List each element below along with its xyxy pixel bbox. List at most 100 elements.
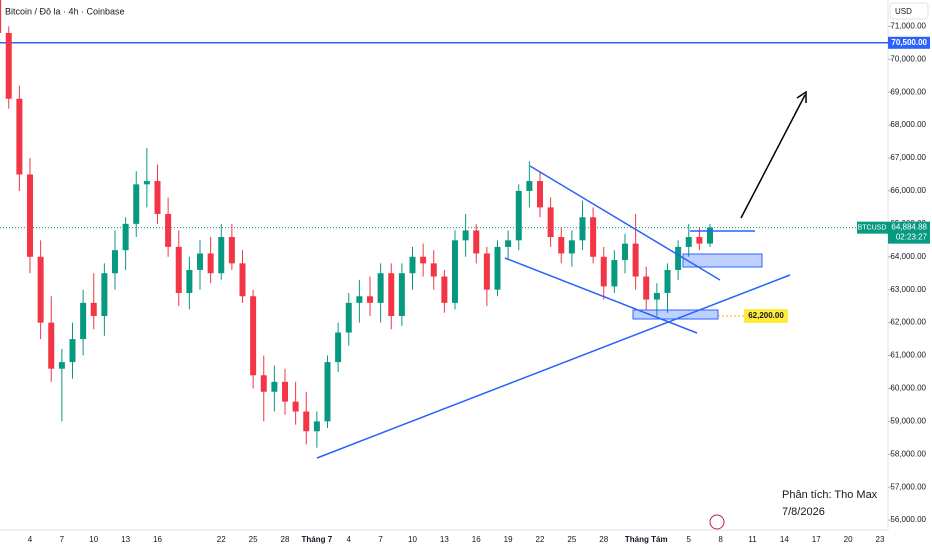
price-label-box: [888, 36, 930, 49]
x-tick-label: Tháng Tám: [625, 535, 668, 544]
candle-body: [154, 181, 161, 214]
x-tick-label: 5: [687, 535, 692, 544]
event-icon[interactable]: [709, 514, 725, 530]
y-tick-label: 57,000.00: [890, 482, 926, 491]
candle-body: [292, 401, 299, 412]
x-tick-label: 28: [599, 535, 608, 544]
y-tick-label: 59,000.00: [890, 416, 926, 425]
candle-body: [473, 230, 480, 254]
candle-body: [218, 237, 225, 274]
candle-body: [5, 32, 12, 99]
candle-body: [558, 237, 565, 254]
y-tick-label: 63,000.00: [890, 285, 926, 294]
candle-body: [483, 253, 490, 290]
x-tick-label: 25: [567, 535, 576, 544]
drawings: [316, 90, 807, 459]
arrow: [740, 94, 806, 219]
x-tick-label: 11: [748, 535, 757, 544]
y-tick-label: 61,000.00: [890, 351, 926, 360]
candle-body: [600, 256, 607, 287]
candle-body: [282, 381, 288, 402]
candle-body: [664, 269, 671, 293]
candle-body: [547, 207, 554, 238]
candle-body: [537, 181, 543, 208]
candle-body: [409, 256, 416, 274]
candle-body: [515, 190, 522, 241]
candle-body: [271, 381, 278, 392]
candle-body: [707, 227, 713, 244]
y-tick-label: 56,000.00: [890, 515, 926, 524]
x-tick-label: 8: [718, 535, 723, 544]
support-label: 62,200.00: [748, 311, 784, 320]
zone-box: [632, 309, 719, 320]
candle-body: [643, 276, 650, 300]
candle-body: [101, 273, 108, 317]
candle-body: [0, 0, 2, 33]
currency[interactable]: USD: [895, 7, 912, 16]
trendline: [504, 257, 698, 334]
x-tick-label: 20: [844, 535, 853, 544]
candle-body: [165, 213, 172, 247]
y-tick-label: 69,000.00: [890, 87, 926, 96]
candle-body: [420, 256, 427, 264]
price-label-box: [888, 221, 930, 244]
candle-body: [335, 332, 342, 363]
candle-body: [696, 237, 703, 244]
candle-body: [324, 362, 331, 422]
candle-body: [207, 253, 214, 274]
candle-body: [622, 243, 628, 261]
candle-body: [58, 362, 65, 369]
x-tick-label: 22: [536, 535, 545, 544]
support-label-box: [744, 309, 788, 324]
y-tick-label: 68,000.00: [890, 120, 926, 129]
candle-body: [175, 246, 182, 293]
y-tick-label: 64,000.00: [890, 252, 926, 261]
candle-body: [37, 256, 44, 323]
x-tick-label: 4: [347, 535, 352, 544]
candle-body: [133, 184, 140, 224]
candle-body: [345, 302, 352, 333]
x-tick-label: 7: [378, 535, 383, 544]
author: Phân tích: Tho Max: [782, 489, 878, 501]
y-tick-label: 60,000.00: [890, 384, 926, 393]
candle-body: [250, 296, 257, 376]
candle-body: [430, 263, 437, 277]
candle-body: [112, 250, 118, 274]
x-tick-label: 22: [217, 535, 226, 544]
symbol-label: BTCUSD: [858, 224, 887, 231]
trendline: [529, 165, 721, 281]
candle-body: [590, 217, 597, 257]
y-tick-label: 70,000.00: [890, 54, 926, 63]
candle-body: [356, 296, 363, 303]
candle-body: [16, 98, 23, 175]
y-tick-label: 58,000.00: [890, 449, 926, 458]
candle-body: [452, 240, 458, 303]
candle-body: [377, 273, 384, 303]
countdown: 02:23:27: [896, 233, 928, 242]
candle-body: [653, 292, 660, 300]
x-tick-label: 16: [472, 535, 481, 544]
candle-body: [69, 339, 76, 363]
x-tick-label: 17: [812, 535, 821, 544]
candle-body: [398, 273, 405, 317]
candle-body: [611, 260, 618, 287]
candle-body: [494, 246, 501, 290]
x-tick-label: 16: [153, 535, 162, 544]
x-tick-label: 28: [281, 535, 290, 544]
candle-body: [579, 217, 586, 241]
candle-body: [122, 223, 129, 251]
currency-button[interactable]: [889, 2, 929, 20]
x-tick-label: 14: [780, 535, 789, 544]
x-tick-label: 23: [876, 535, 885, 544]
zone-box: [682, 253, 763, 268]
candle-body: [675, 246, 682, 270]
candle-body: [260, 375, 267, 392]
candle-body: [186, 269, 193, 293]
x-tick-label: 4: [28, 535, 33, 544]
y-tick-label: 71,000.00: [890, 21, 926, 30]
candle-body: [80, 302, 87, 340]
x-tick-label: 10: [408, 535, 417, 544]
y-tick-label: 66,000.00: [890, 186, 926, 195]
trendline: [316, 274, 791, 459]
